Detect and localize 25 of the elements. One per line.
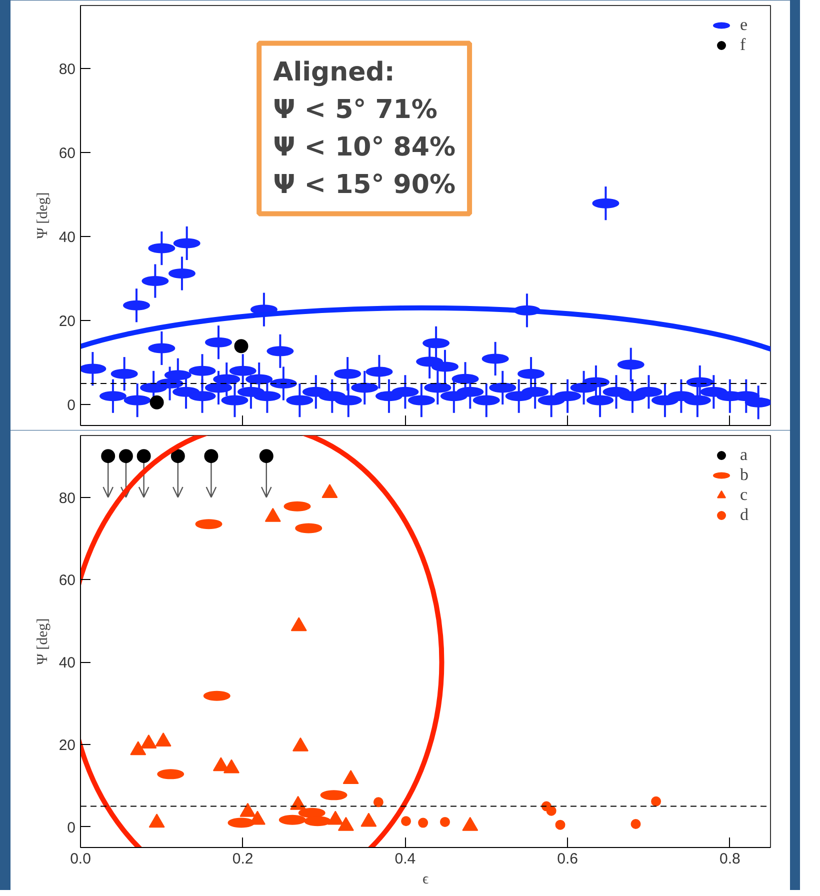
x-tick-label: 0.0: [70, 850, 91, 868]
legend-label: a: [740, 445, 749, 465]
legend-label: b: [740, 465, 750, 485]
y-tick-label: 60: [58, 145, 76, 162]
x-tick-label: 0.4: [394, 850, 416, 868]
annotation: Aligned: Ψ < 5° 71% Ψ < 10° 84% Ψ < 15° 90%: [273, 57, 456, 200]
x-tick-label: 0.2: [232, 850, 254, 868]
y-tick-label: 20: [58, 737, 76, 754]
y-tick-label: 0: [67, 819, 76, 836]
legend-label: f: [740, 35, 747, 55]
y-tick-label: 80: [58, 490, 76, 507]
legend-label: e: [740, 15, 749, 35]
y-tick-label: 60: [58, 572, 76, 590]
legend-label: d: [740, 505, 750, 525]
x-tick-label: 0.6: [557, 850, 578, 868]
y-axis-title: Ψ [deg]: [34, 192, 51, 239]
y-tick-label: 0: [67, 397, 76, 414]
x-axis-title: ϵ: [422, 872, 429, 888]
y-tick-label: 20: [58, 313, 76, 330]
y-tick-label: 80: [58, 61, 76, 78]
x-tick-label: 0.8: [719, 850, 740, 868]
y-tick-label: 40: [58, 229, 76, 246]
y-tick-label: 40: [58, 654, 76, 672]
y-axis-title: Ψ [deg]: [34, 618, 51, 665]
legend-label: c: [740, 485, 749, 505]
